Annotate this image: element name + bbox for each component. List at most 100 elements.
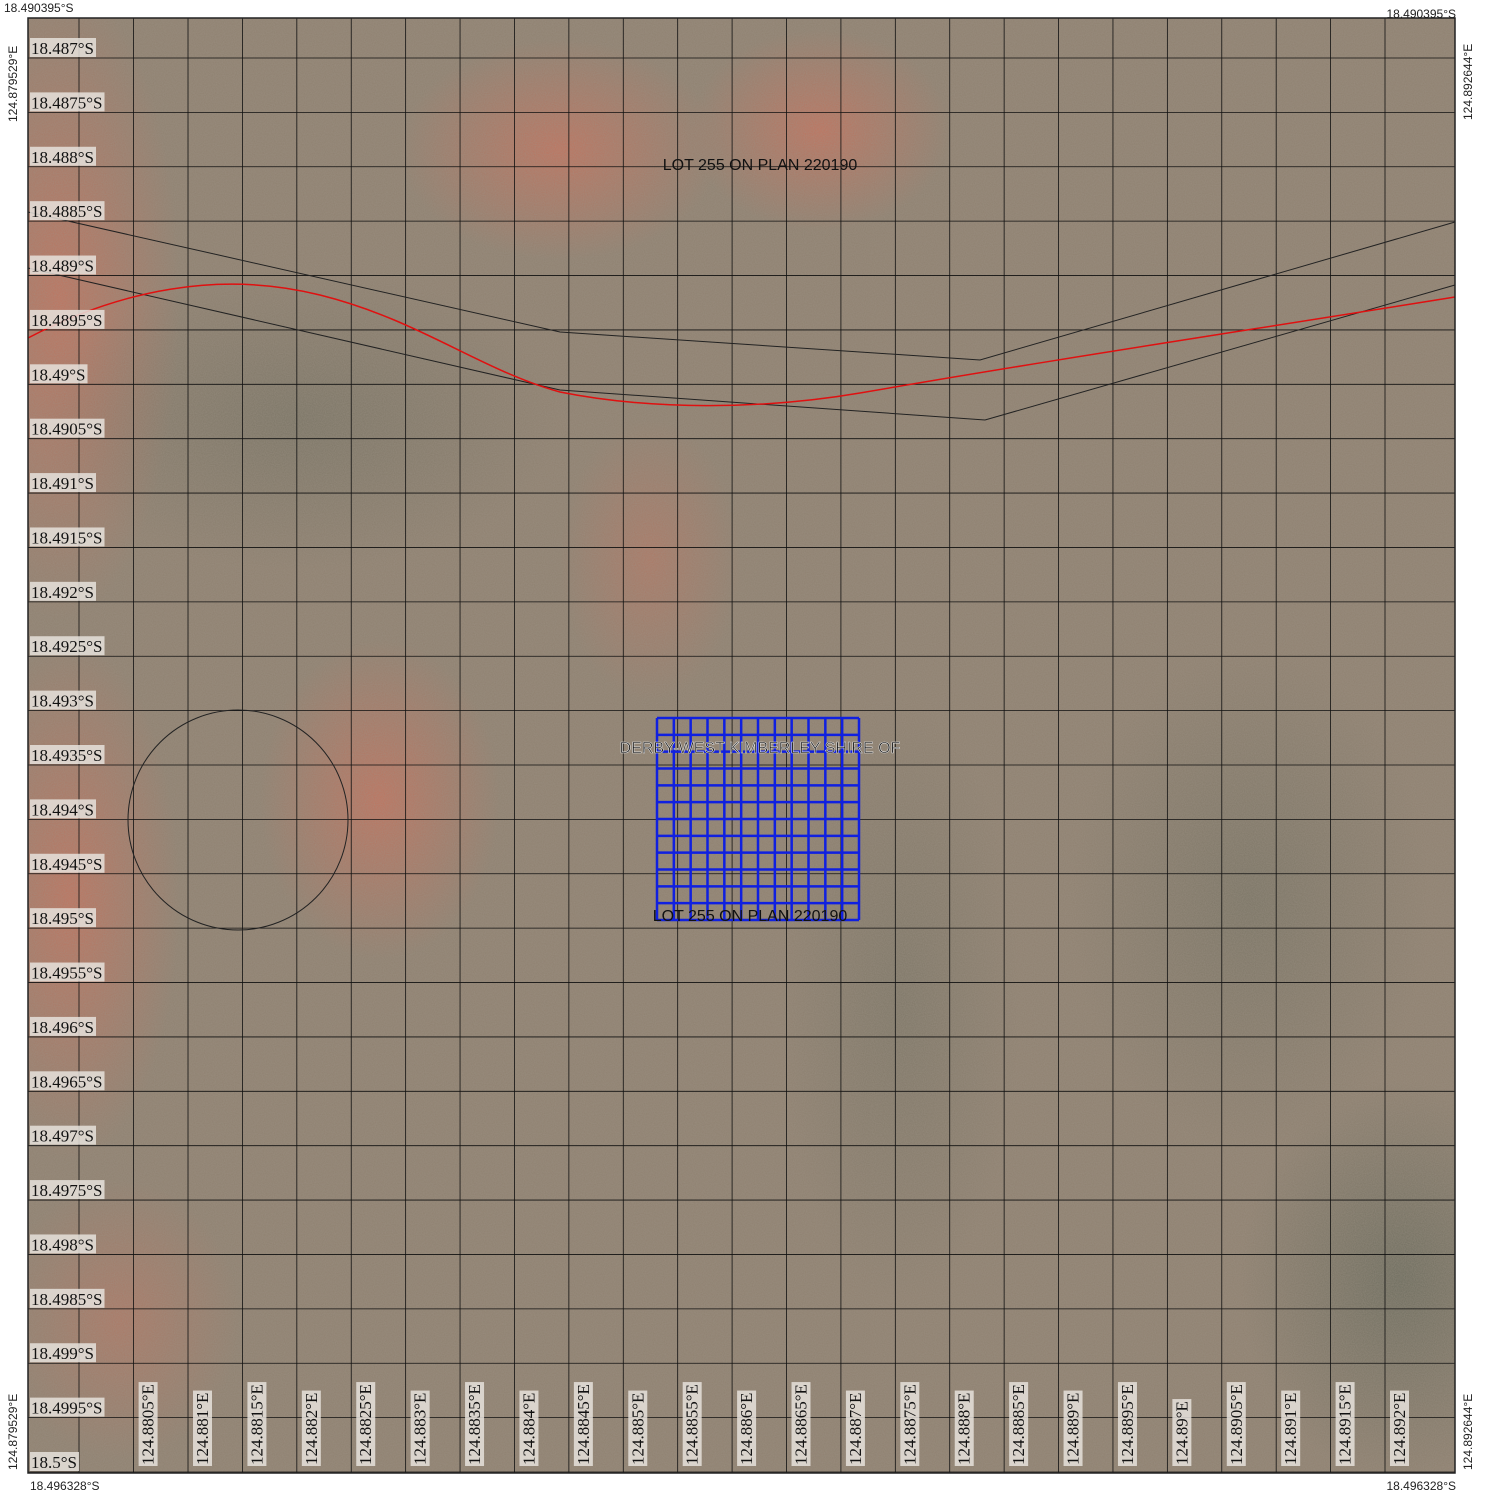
label-bg xyxy=(1009,1382,1029,1466)
lon-label: 124.8875°E xyxy=(900,1384,919,1465)
lon-label-group: 124.881°E xyxy=(193,1390,213,1466)
lat-label: 18.4935°S xyxy=(31,746,103,765)
label-bg xyxy=(30,1452,80,1471)
label-bg xyxy=(737,1390,757,1466)
label-bg xyxy=(30,908,97,928)
lat-label: 18.488°S xyxy=(31,148,94,167)
lon-label: 124.8855°E xyxy=(683,1384,702,1465)
label-bg xyxy=(247,1382,267,1466)
corner-label: 124.892644°E xyxy=(1461,1394,1475,1470)
lat-label: 18.498°S xyxy=(31,1235,94,1254)
parcel-label: LOT 255 ON PLAN 220190 xyxy=(653,908,848,925)
lon-label-group: 124.888°E xyxy=(954,1390,974,1466)
lon-label-group: 124.8825°E xyxy=(356,1382,376,1466)
lon-label: 124.886°E xyxy=(737,1393,756,1465)
lat-label: 18.4965°S xyxy=(31,1072,103,1091)
map-frame xyxy=(27,17,1456,1474)
label-bg xyxy=(30,1125,97,1145)
lat-label: 18.495°S xyxy=(31,909,94,928)
corner-label: 124.892644°E xyxy=(1461,44,1475,120)
label-bg xyxy=(356,1382,376,1466)
label-bg xyxy=(30,473,97,493)
label-bg xyxy=(30,1288,105,1308)
lon-label-group: 124.8855°E xyxy=(682,1382,702,1466)
label-bg xyxy=(30,1234,97,1254)
label-bg xyxy=(1281,1390,1301,1466)
label-bg xyxy=(30,690,97,710)
label-bg xyxy=(138,1382,158,1466)
lon-label-group: 124.889°E xyxy=(1063,1390,1083,1466)
label-bg xyxy=(1117,1382,1137,1466)
corner-label: 18.496328°S xyxy=(1386,1479,1456,1493)
label-bg xyxy=(845,1390,865,1466)
lat-label: 18.4945°S xyxy=(31,855,103,874)
label-bg xyxy=(30,1071,105,1091)
lat-label: 18.49°S xyxy=(31,365,86,384)
lon-label: 124.89°E xyxy=(1172,1401,1191,1465)
label-bg xyxy=(410,1390,430,1466)
corner-label: 124.879529°E xyxy=(6,46,20,122)
lat-label: 18.4925°S xyxy=(31,637,103,656)
label-bg xyxy=(1390,1390,1409,1466)
label-bg xyxy=(1335,1382,1355,1466)
parcel-label: LOT 255 ON PLAN 220190 xyxy=(663,157,858,174)
lon-label-group: 124.892°E xyxy=(1390,1390,1409,1466)
label-bg xyxy=(791,1382,811,1466)
label-bg xyxy=(628,1390,648,1466)
lon-label: 124.889°E xyxy=(1064,1393,1083,1465)
lon-label-group: 124.8845°E xyxy=(573,1382,593,1466)
lon-label: 124.887°E xyxy=(846,1393,865,1465)
lat-label: 18.493°S xyxy=(31,692,94,711)
corner-label: 18.490395°S xyxy=(4,1,74,15)
label-bg xyxy=(30,636,105,656)
label-bg xyxy=(1172,1399,1192,1466)
corner-label: 18.490395°S xyxy=(1386,7,1456,21)
label-bg xyxy=(30,38,97,57)
lat-label: 18.489°S xyxy=(31,257,94,276)
lon-label-group: 124.8805°E xyxy=(138,1382,158,1466)
lon-label-group: 124.887°E xyxy=(845,1390,865,1466)
lon-label: 124.8805°E xyxy=(139,1384,158,1465)
lon-label-group: 124.886°E xyxy=(737,1390,757,1466)
lon-label-group: 124.89°E xyxy=(1172,1399,1192,1466)
lat-label: 18.4905°S xyxy=(31,420,103,439)
lon-label-group: 124.885°E xyxy=(628,1390,648,1466)
lat-label: 18.4885°S xyxy=(31,202,103,221)
lon-label: 124.8825°E xyxy=(356,1384,375,1465)
label-bg xyxy=(30,1180,105,1200)
lon-label: 124.8845°E xyxy=(574,1384,593,1465)
lon-label-group: 124.8905°E xyxy=(1226,1382,1246,1466)
lon-label: 124.892°E xyxy=(1390,1393,1409,1465)
label-bg xyxy=(30,527,105,547)
label-bg xyxy=(30,309,105,329)
lon-label: 124.8915°E xyxy=(1336,1384,1355,1465)
label-bg xyxy=(30,853,105,873)
label-bg xyxy=(519,1390,539,1466)
lat-label: 18.494°S xyxy=(31,800,94,819)
lat-label: 18.492°S xyxy=(31,583,94,602)
lon-label: 124.891°E xyxy=(1281,1393,1300,1465)
lat-label: 18.5°S xyxy=(31,1453,77,1472)
buffer-circle xyxy=(127,709,349,931)
lat-label: 18.4915°S xyxy=(31,528,103,547)
lon-label-group: 124.8835°E xyxy=(465,1382,485,1466)
label-bg xyxy=(30,745,105,764)
label-bg xyxy=(30,1343,97,1363)
label-bg xyxy=(900,1382,920,1466)
lon-label: 124.8835°E xyxy=(465,1384,484,1465)
label-bg xyxy=(1226,1382,1246,1466)
lat-label: 18.497°S xyxy=(31,1127,94,1146)
lon-label: 124.883°E xyxy=(411,1393,430,1465)
lat-label: 18.4975°S xyxy=(31,1181,103,1200)
lon-label: 124.884°E xyxy=(519,1393,538,1465)
lat-label: 18.487°S xyxy=(31,39,94,58)
lon-label: 124.881°E xyxy=(193,1393,212,1465)
label-bg xyxy=(465,1382,485,1466)
lat-label: 18.4895°S xyxy=(31,311,103,330)
lon-label-group: 124.8915°E xyxy=(1335,1382,1355,1466)
label-bg xyxy=(301,1390,321,1466)
label-bg xyxy=(30,201,105,221)
road xyxy=(27,283,1456,407)
lat-label: 18.4955°S xyxy=(31,964,103,983)
lon-label-group: 124.8895°E xyxy=(1117,1382,1137,1466)
